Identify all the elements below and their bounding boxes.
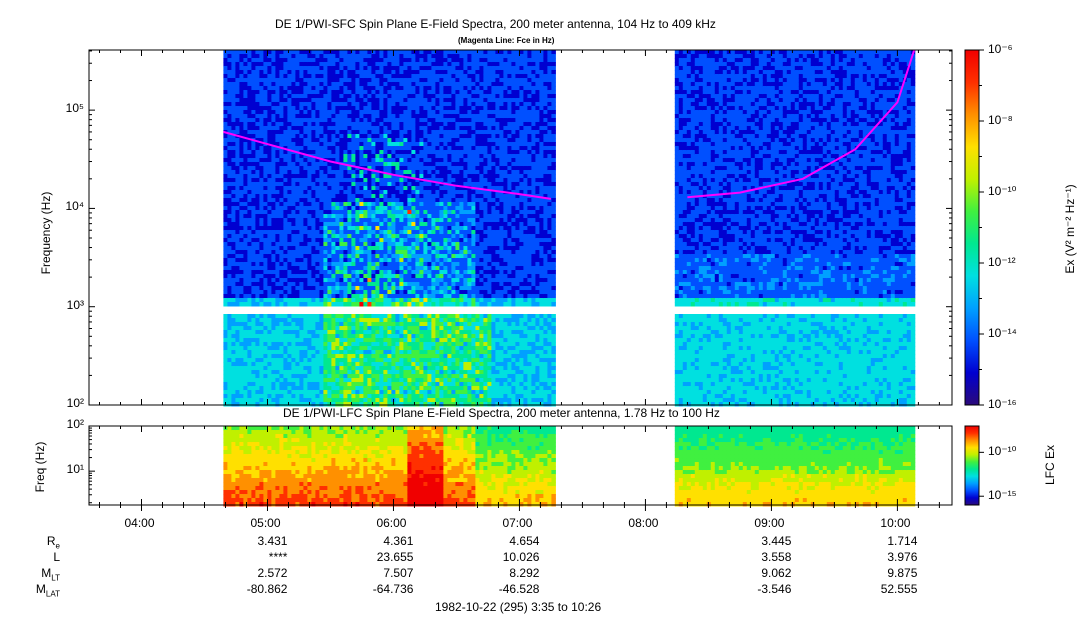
- x-tick-label: 04:00: [124, 516, 155, 530]
- ephemeris-value: 8.292: [509, 566, 540, 580]
- x-tick-label: 08:00: [628, 516, 659, 530]
- ephemeris-value: -80.862: [246, 582, 288, 596]
- x-tick-label: 05:00: [250, 516, 281, 530]
- ephemeris-row-label: MLT: [41, 566, 60, 583]
- colorbars: [964, 49, 980, 506]
- sfc-colorbar-tick: 10⁻¹⁰: [988, 184, 1017, 198]
- x-tick-label: 09:00: [754, 516, 785, 530]
- sfc-colorbar-tick: 10⁻⁶: [988, 42, 1013, 56]
- lfc-frame: [88, 425, 953, 506]
- ephemeris-value: -3.546: [757, 582, 792, 596]
- lfc-title: DE 1/PWI-LFC Spin Plane E-Field Spectra,…: [283, 406, 720, 420]
- ephemeris-row-label: L: [53, 550, 60, 564]
- ephemeris-value: -46.528: [498, 582, 540, 596]
- ephemeris-value: 52.555: [880, 582, 918, 596]
- sfc-ytick-label: 10⁵: [65, 101, 84, 116]
- ephemeris-value: 4.654: [509, 534, 540, 548]
- ephemeris-value: 2.572: [257, 566, 288, 580]
- ephemeris-value: -64.736: [372, 582, 414, 596]
- plot-frames: [88, 49, 953, 506]
- x-tick-label: 07:00: [502, 516, 533, 530]
- lfc-colorbar-tick: 10⁻¹⁵: [988, 488, 1017, 503]
- sfc-colorbar-tick: 10⁻¹⁴: [988, 326, 1017, 340]
- ephemeris-value: ****: [268, 550, 288, 564]
- ephemeris-value: 10.026: [502, 550, 540, 564]
- ephemeris-value: 1.714: [887, 534, 918, 548]
- sfc-ytick-label: 10⁴: [65, 199, 84, 214]
- sfc-subtitle: (Magenta Line: Fce in Hz): [458, 36, 555, 45]
- sfc-ytick-label: 10²: [66, 396, 84, 410]
- ephemeris-value: 7.507: [383, 566, 414, 580]
- ephemeris-row-label: Re: [46, 534, 60, 551]
- sfc-title: DE 1/PWI-SFC Spin Plane E-Field Spectra,…: [275, 17, 716, 31]
- sfc-colorbar-tick: 10⁻¹²: [988, 255, 1016, 269]
- x-tick-label: 10:00: [880, 516, 911, 530]
- x-tick-label: 06:00: [376, 516, 407, 530]
- lfc-colorbar-tick: 10⁻¹⁰: [988, 444, 1017, 459]
- fce-line: [223, 130, 552, 200]
- sfc-colorbar: [964, 49, 980, 406]
- axis-ticks: [89, 49, 984, 511]
- ephemeris-row-label: MLAT: [35, 582, 60, 599]
- ephemeris-value: 3.976: [887, 550, 918, 564]
- lfc-ytick-label: 10²: [66, 417, 84, 431]
- ephemeris-value: 3.558: [761, 550, 792, 564]
- time-range-footer: 1982-10-22 (295) 3:35 to 10:26: [435, 600, 602, 614]
- lfc-colorbar: [964, 425, 980, 506]
- ephemeris-value: 3.431: [257, 534, 288, 548]
- ephemeris-value: 4.361: [383, 534, 414, 548]
- ephemeris-value: 9.875: [887, 566, 918, 580]
- ephemeris-value: 9.062: [761, 566, 792, 580]
- ephemeris-value: 3.445: [761, 534, 792, 548]
- lfc-heatmap: [223, 426, 916, 507]
- sfc-frame: [88, 49, 953, 406]
- sfc-colorbar-tick: 10⁻¹⁶: [988, 397, 1017, 411]
- sfc-heatmap: [223, 50, 916, 407]
- fce-lines: [223, 49, 916, 200]
- ephemeris-value: 23.655: [376, 550, 414, 564]
- fce-line: [687, 49, 916, 199]
- sfc-ytick-label: 10³: [66, 297, 84, 312]
- sfc-colorbar-tick: 10⁻⁸: [988, 113, 1013, 127]
- lfc-ytick-label: 10¹: [66, 462, 84, 477]
